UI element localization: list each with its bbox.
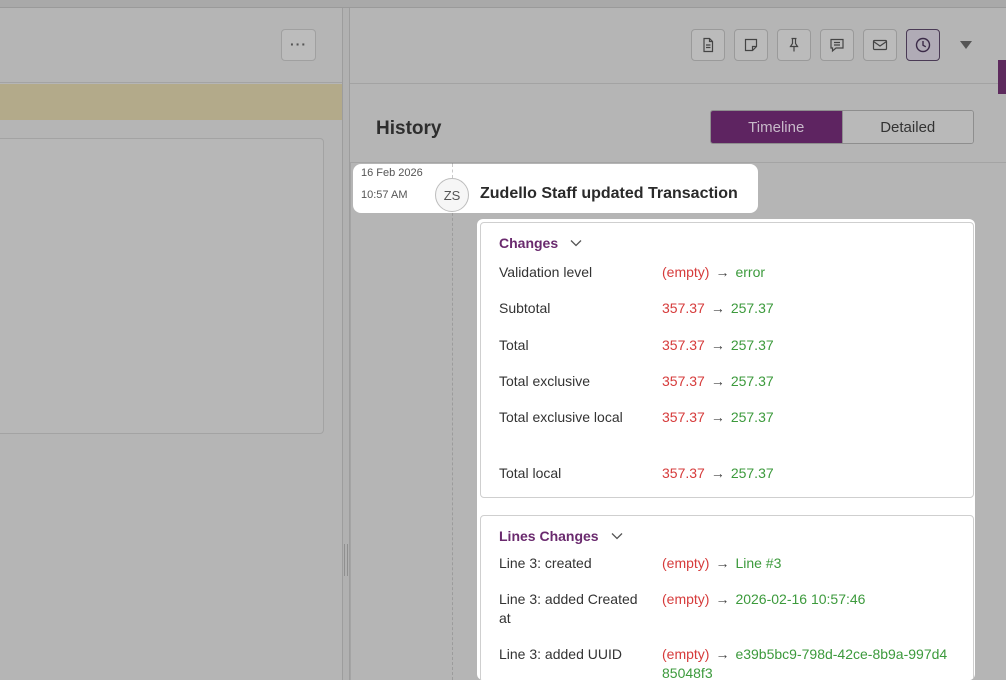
arrow-icon: → <box>710 409 725 425</box>
resize-handle[interactable] <box>344 544 348 576</box>
header-divider <box>350 162 1006 163</box>
timeline-connector <box>452 164 453 178</box>
new-value: 257.37 <box>730 465 774 481</box>
change-label: Line 3: added Created at <box>499 591 638 626</box>
new-value: error <box>735 264 766 280</box>
change-label: Total <box>499 337 529 353</box>
changes-header[interactable]: Changes <box>499 235 582 251</box>
new-value: e39b5bc9-798d-42ce-8b9a-997d485048f3 <box>662 646 948 680</box>
lines-changes-header[interactable]: Lines Changes <box>499 528 623 544</box>
arrow-icon: → <box>715 264 730 280</box>
changes-title: Changes <box>499 235 559 251</box>
avatar: ZS <box>435 178 469 212</box>
change-label: Total exclusive local <box>499 409 623 425</box>
mail-icon-button[interactable] <box>863 29 897 61</box>
pane-divider[interactable] <box>342 8 350 680</box>
new-value: 257.37 <box>730 300 774 316</box>
history-title: History <box>376 118 442 139</box>
lines-changes-title: Lines Changes <box>499 528 599 544</box>
pin-icon-button[interactable] <box>777 29 811 61</box>
change-value: (empty) → Line #3 <box>662 554 962 573</box>
arrow-icon: → <box>715 555 730 571</box>
side-panel-toolbar <box>350 8 1006 84</box>
event-title: Zudello Staff updated Transaction <box>480 185 738 202</box>
tab-timeline[interactable]: Timeline <box>711 111 842 143</box>
old-value: 357.37 <box>662 465 705 481</box>
document-toolbar: ··· <box>0 8 342 83</box>
change-value: 357.37 → 257.37 <box>662 336 962 355</box>
new-value: 257.37 <box>730 337 774 353</box>
history-view-toggle: Timeline Detailed <box>710 110 974 144</box>
old-value: 357.37 <box>662 300 705 316</box>
change-label: Total exclusive <box>499 373 591 389</box>
change-label: Total local <box>499 465 562 481</box>
panel-edge-accent <box>998 60 1006 94</box>
note-icon-button[interactable] <box>734 29 768 61</box>
document-banner <box>0 84 342 120</box>
arrow-icon: → <box>710 337 725 353</box>
change-label: Validation level <box>499 264 593 280</box>
new-value: 257.37 <box>730 373 774 389</box>
more-options-button[interactable]: ··· <box>281 29 316 61</box>
old-value: 357.37 <box>662 373 705 389</box>
column-divider <box>350 163 351 680</box>
change-label: Line 3: added UUID <box>499 646 622 662</box>
changes-card: Changes Validation level (empty) → error S… <box>480 222 974 498</box>
old-value: (empty) <box>662 264 710 280</box>
change-value: 357.37 → 257.37 <box>662 372 962 391</box>
lines-changes-card: Lines Changes Line 3: created (empty) → Li… <box>480 515 974 680</box>
timeline-event-header: 16 Feb 2026 10:57 AM ZS Zudello Staff up… <box>353 164 758 213</box>
change-value: (empty) → 2026-02-16 10:57:46 <box>662 590 962 609</box>
change-value: 357.37 → 257.37 <box>662 299 962 318</box>
old-value: (empty) <box>662 555 710 571</box>
mail-icon <box>872 39 888 51</box>
clock-icon-button[interactable] <box>906 29 940 61</box>
timeline-line <box>452 163 453 680</box>
more-options-icon: ··· <box>290 36 307 52</box>
document-pane: ··· <box>0 8 342 680</box>
document-icon <box>703 37 714 53</box>
window-top-bar <box>0 0 1006 8</box>
old-value: (empty) <box>662 591 710 607</box>
chevron-down-icon <box>570 240 582 247</box>
tab-detailed[interactable]: Detailed <box>841 111 973 143</box>
note-icon <box>744 38 758 52</box>
caret-down-icon[interactable] <box>957 36 975 54</box>
clock-icon <box>915 37 931 53</box>
new-value: 2026-02-16 10:57:46 <box>735 591 866 607</box>
arrow-icon: → <box>710 300 725 316</box>
old-value: (empty) <box>662 646 710 662</box>
comment-icon-button[interactable] <box>820 29 854 61</box>
event-date: 16 Feb 2026 <box>361 167 423 179</box>
old-value: 357.37 <box>662 409 705 425</box>
change-value: (empty) → e39b5bc9-798d-42ce-8b9a-997d4850… <box>662 645 952 680</box>
pin-icon <box>789 37 799 52</box>
change-value: (empty) → error <box>662 263 962 282</box>
document-card <box>0 138 324 434</box>
arrow-icon: → <box>710 373 725 389</box>
change-label: Subtotal <box>499 300 551 316</box>
document-icon-button[interactable] <box>691 29 725 61</box>
new-value: 257.37 <box>730 409 774 425</box>
change-label: Line 3: created <box>499 555 592 571</box>
change-value: 357.37 → 257.37 <box>662 408 962 427</box>
new-value: Line #3 <box>735 555 782 571</box>
chevron-down-icon <box>611 533 623 540</box>
comment-icon <box>830 38 844 53</box>
arrow-icon: → <box>710 465 725 481</box>
old-value: 357.37 <box>662 337 705 353</box>
change-value: 357.37 → 257.37 <box>662 464 962 483</box>
event-changes: Changes Validation level (empty) → error S… <box>477 219 975 680</box>
event-time: 10:57 AM <box>361 189 408 201</box>
arrow-icon: → <box>715 646 730 662</box>
arrow-icon: → <box>715 591 730 607</box>
